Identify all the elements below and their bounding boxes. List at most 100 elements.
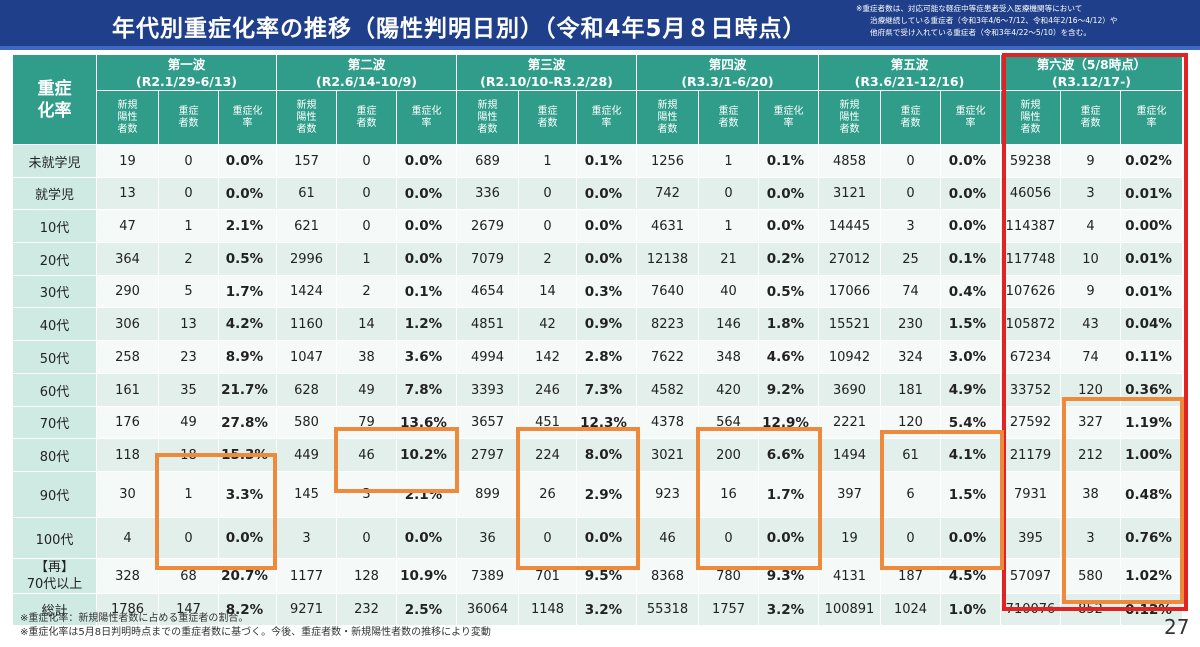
severity-rate-cell: 8.9% [218, 340, 277, 374]
severity-rate-cell: 0.1% [396, 275, 457, 308]
row-label: 60代 [12, 373, 97, 407]
severe-count-cell: 1 [158, 209, 219, 243]
severity-rate-cell: 8.0% [576, 438, 637, 472]
page-number: 27 [1164, 615, 1190, 639]
severe-count-cell: 0 [518, 517, 577, 559]
new-positive-cell: 117748 [1000, 242, 1061, 276]
table-row: 10代 47 1 2.1% 621 0 0.0% 2679 0 0.0% 4631 1 0.0% 1444… [12, 209, 1183, 243]
row-label: 50代 [12, 340, 97, 374]
severe-count-cell: 35 [158, 373, 219, 407]
new-positive-cell: 4582 [636, 373, 699, 407]
table-row: 就学児 13 0 0.0% 61 0 0.0% 336 0 0.0% 742 0 0.0% 3121 0 0.… [12, 177, 1183, 210]
wave-name: 第二波 [347, 56, 386, 72]
new-positive-cell: 449 [276, 438, 337, 472]
wave-name: 第四波 [708, 56, 747, 72]
new-positive-cell: 328 [96, 558, 159, 594]
row-label: 70代 [12, 406, 97, 439]
severity-rate-cell: 0.0% [576, 177, 637, 210]
row-label: 100代 [12, 517, 97, 559]
wave-period: (R2.6/14-10/9) [315, 73, 417, 89]
column-header: 重症化率 [218, 90, 277, 145]
severe-count-cell: 74 [880, 275, 941, 308]
severe-count-cell: 0 [880, 517, 941, 559]
severity-rate-cell: 1.7% [218, 275, 277, 308]
new-positive-cell: 4378 [636, 406, 699, 439]
new-positive-cell: 10942 [818, 340, 881, 374]
column-header: 新規 陽性 者数 [636, 90, 699, 145]
new-positive-cell: 3021 [636, 438, 699, 472]
column-header: 重症 者数 [880, 90, 941, 145]
severe-count-cell: 0 [518, 209, 577, 243]
new-positive-cell: 105872 [1000, 307, 1061, 341]
new-positive-cell: 742 [636, 177, 699, 210]
new-positive-cell: 47 [96, 209, 159, 243]
new-positive-cell: 9271 [276, 593, 337, 626]
severe-count-cell: 348 [698, 340, 759, 374]
severity-rate-cell: 12.3% [576, 406, 637, 439]
row-label: 総計 [12, 593, 97, 626]
new-positive-cell: 2221 [818, 406, 881, 439]
new-positive-cell: 19 [96, 144, 159, 178]
severity-rate-cell: 0.11% [1120, 340, 1183, 374]
new-positive-cell: 1494 [818, 438, 881, 472]
new-positive-cell: 710076 [1000, 593, 1061, 626]
severity-rate-cell: 0.1% [758, 144, 819, 178]
severity-rate-cell: 0.0% [758, 177, 819, 210]
severe-count-cell: 142 [518, 340, 577, 374]
severity-rate-cell: 0.0% [218, 144, 277, 178]
new-positive-cell: 27592 [1000, 406, 1061, 439]
severe-count-cell: 14 [518, 275, 577, 308]
severe-count-cell: 1 [698, 209, 759, 243]
severity-rate-cell: 0.1% [940, 242, 1001, 276]
severity-rate-cell: 0.4% [940, 275, 1001, 308]
severity-rate-cell: 2.1% [396, 471, 457, 518]
severity-rate-cell: 2.5% [396, 593, 457, 626]
wave-header: 第六波（5/8時点） (R3.12/17-) [1000, 54, 1183, 91]
severe-count-cell: 38 [336, 340, 397, 374]
severity-rate-cell: 4.2% [218, 307, 277, 341]
column-header: 重症 者数 [336, 90, 397, 145]
new-positive-cell: 2679 [456, 209, 519, 243]
severe-count-cell: 128 [336, 558, 397, 594]
severe-count-cell: 2 [158, 242, 219, 276]
severity-rate-cell: 0.00% [1120, 209, 1183, 243]
severe-count-cell: 9 [1060, 144, 1121, 178]
severe-count-cell: 61 [880, 438, 941, 472]
severe-count-cell: 451 [518, 406, 577, 439]
severe-count-cell: 0 [158, 517, 219, 559]
severe-count-cell: 1148 [518, 593, 577, 626]
severity-rate-cell: 4.1% [940, 438, 1001, 472]
new-positive-cell: 21179 [1000, 438, 1061, 472]
severity-rate-cell: 13.6% [396, 406, 457, 439]
severe-count-cell: 49 [336, 373, 397, 407]
new-positive-cell: 923 [636, 471, 699, 518]
new-positive-cell: 46056 [1000, 177, 1061, 210]
severe-count-cell: 14 [336, 307, 397, 341]
severe-count-cell: 4 [1060, 209, 1121, 243]
table-row: 40代 306 13 4.2% 1160 14 1.2% 4851 42 0.9% 8223 146 1… [12, 307, 1183, 341]
severity-rate-cell: 0.5% [758, 275, 819, 308]
column-header: 重症化率 [1120, 90, 1183, 145]
column-header: 重症 者数 [518, 90, 577, 145]
severe-count-cell: 1 [336, 242, 397, 276]
severe-count-cell: 146 [698, 307, 759, 341]
row-label: 90代 [12, 471, 97, 518]
new-positive-cell: 30 [96, 471, 159, 518]
severity-rate-cell: 9.5% [576, 558, 637, 594]
severity-rate-cell: 0.0% [396, 242, 457, 276]
title-bar: 年代別重症化率の推移（陽性判明日別）（令和4年5月８日時点） ※重症者数は、対応… [0, 0, 1200, 50]
severity-rate-cell: 0.0% [396, 177, 457, 210]
new-positive-cell: 61 [276, 177, 337, 210]
new-positive-cell: 306 [96, 307, 159, 341]
severe-count-cell: 0 [336, 209, 397, 243]
column-header: 重症化率 [758, 90, 819, 145]
new-positive-cell: 4654 [456, 275, 519, 308]
footnote: ※重症化率：新規陽性者数に占める重症者の割合。 [20, 613, 249, 624]
header-note-line: ※重症者数は、対応可能な軽症中等症患者受入医療機関等において [856, 4, 1083, 13]
table-row: 総計 1786 147 8.2% 9271 232 2.5% 36064 1148 3.2% 553… [12, 593, 1183, 626]
new-positive-cell: 4631 [636, 209, 699, 243]
severe-count-cell: 2 [518, 242, 577, 276]
new-positive-cell: 290 [96, 275, 159, 308]
severity-rate-cell: 0.0% [940, 517, 1001, 559]
severity-rate-cell: 1.2% [396, 307, 457, 341]
